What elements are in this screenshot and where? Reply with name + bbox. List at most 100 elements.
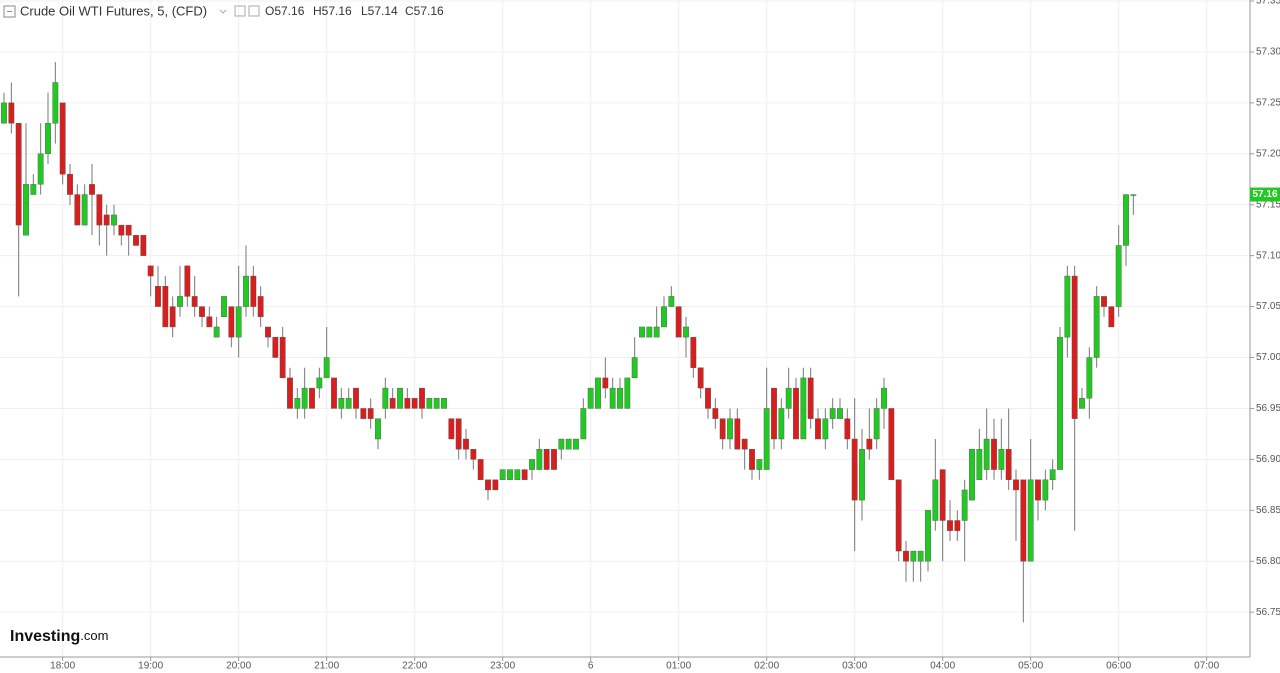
y-tick-label: 57.10: [1256, 250, 1280, 261]
candle-body: [1086, 357, 1093, 399]
candle-body: [411, 398, 418, 409]
candle-body: [125, 224, 132, 236]
candle-body: [1115, 245, 1122, 307]
x-tick-label: 04:00: [930, 661, 955, 672]
candle-body: [23, 184, 29, 236]
candle-body: [609, 387, 616, 409]
candle-body: [873, 408, 880, 440]
candle-body: [162, 286, 169, 328]
candle-body: [888, 408, 895, 480]
candle-body: [463, 438, 469, 450]
candle-body: [991, 438, 997, 470]
candle-body: [756, 459, 763, 470]
candle-body: [279, 336, 286, 379]
candle-body: [815, 418, 821, 440]
y-tick-label: 57.30: [1256, 47, 1280, 58]
candle-body: [470, 448, 477, 460]
candle-body: [492, 479, 499, 491]
candle-body: [587, 387, 594, 409]
x-tick-label: 23:00: [490, 661, 515, 672]
candle-body: [133, 235, 139, 246]
y-tick-label: 57.25: [1256, 98, 1280, 109]
candle-body: [103, 214, 110, 226]
candle-body: [668, 296, 675, 307]
ohlc-low: L57.14: [361, 4, 398, 18]
candle-body: [558, 438, 565, 450]
candle-body: [631, 357, 638, 379]
candle-body: [433, 398, 440, 409]
candle-body: [257, 296, 264, 317]
y-tick-label: 57.00: [1256, 352, 1280, 363]
candle-body: [844, 418, 851, 440]
candle-body: [507, 469, 513, 480]
brand-suffix: .com: [80, 628, 108, 643]
candle-body: [617, 387, 623, 409]
candle-body: [543, 448, 550, 470]
candle-body: [8, 102, 15, 124]
x-tick-label: 02:00: [754, 661, 779, 672]
candle-body: [426, 398, 433, 409]
candle-body: [89, 184, 95, 195]
candle-body: [309, 387, 315, 409]
candle-body: [397, 387, 403, 409]
candle-body: [155, 286, 161, 307]
candle-body: [499, 469, 506, 480]
candle-body: [983, 438, 990, 470]
candle-body: [675, 306, 682, 338]
candle-body: [1, 102, 7, 124]
candle-body: [969, 448, 975, 501]
candle-body: [382, 387, 389, 409]
x-tick-label: 07:00: [1194, 661, 1219, 672]
candle-body: [1108, 306, 1115, 328]
candle-body: [477, 459, 484, 480]
candle-body: [859, 448, 865, 501]
candle-body: [375, 418, 381, 440]
candle-body: [1057, 336, 1063, 470]
y-tick-label: 56.90: [1256, 454, 1280, 465]
candle-body: [265, 326, 271, 338]
x-tick-label: 01:00: [666, 661, 691, 672]
candle-body: [932, 479, 939, 521]
dropdown-arrow[interactable]: [219, 9, 227, 14]
candle-body: [954, 520, 961, 531]
candle-body: [998, 448, 1005, 470]
x-tick-label: 18:00: [50, 661, 75, 672]
y-tick-label: 57.35: [1256, 0, 1280, 7]
settings-icon[interactable]: [234, 5, 246, 17]
last-price-label: 57.16: [1252, 189, 1277, 200]
candle-body: [1005, 448, 1012, 480]
candle-body: [917, 550, 924, 562]
candle-body: [866, 438, 873, 450]
candle-body: [147, 265, 154, 277]
candle-body: [1042, 479, 1049, 501]
candle-body: [243, 275, 249, 307]
candle-body: [441, 398, 447, 409]
candle-body: [455, 418, 462, 450]
candle-body: [903, 550, 909, 562]
x-tick-label: 19:00: [138, 661, 163, 672]
candle-body: [800, 377, 807, 440]
x-tick-label: 05:00: [1018, 661, 1043, 672]
candle-body: [822, 418, 829, 440]
y-tick-label: 56.85: [1256, 505, 1280, 516]
candle-body: [404, 398, 411, 409]
hide-icon[interactable]: [248, 5, 260, 17]
candle-body: [661, 306, 667, 328]
candle-body: [741, 438, 748, 450]
candle-body: [1130, 194, 1137, 196]
grid-layer: [0, 0, 1250, 657]
chart-title: Crude Oil WTI Futures, 5, (CFD): [20, 3, 207, 18]
candle-layer: [1, 62, 1137, 623]
candle-body: [272, 336, 279, 358]
candle-body: [191, 296, 198, 307]
candle-body: [712, 408, 719, 419]
candle-body: [551, 448, 557, 470]
y-tick-label: 57.20: [1256, 148, 1280, 159]
collapse-icon[interactable]: [3, 5, 16, 18]
candle-body: [1071, 275, 1078, 419]
x-tick-label: 06:00: [1106, 661, 1131, 672]
candle-body: [624, 377, 631, 409]
candle-body: [646, 326, 653, 338]
candle-body: [536, 448, 543, 470]
candle-body: [1064, 275, 1071, 338]
